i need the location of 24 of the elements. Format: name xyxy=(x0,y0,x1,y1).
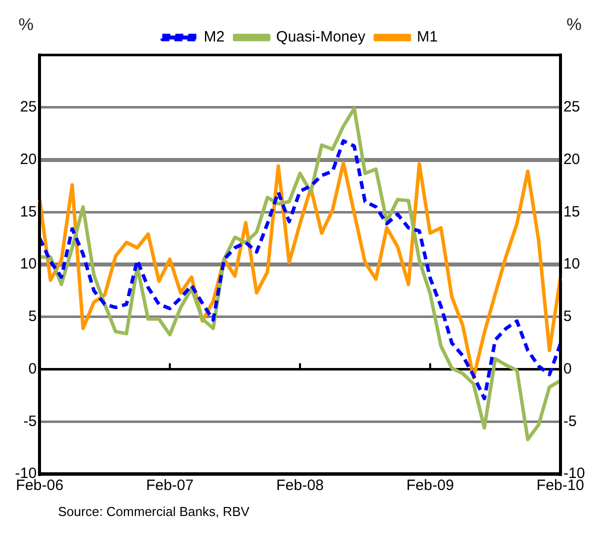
y2-axis-title: % xyxy=(566,15,582,34)
y2-tick-label: 25 xyxy=(563,98,580,116)
y2-tick-label: 10 xyxy=(563,256,580,273)
y2-tick-label: 20 xyxy=(563,150,580,168)
x-tick-label: Feb-07 xyxy=(146,477,194,494)
legend-label: M2 xyxy=(204,28,225,46)
y-tick-label: 10 xyxy=(20,256,37,273)
y-tick-label: 25 xyxy=(20,98,37,116)
y2-tick-label: -5 xyxy=(563,412,577,430)
source-note: Source: Commercial Banks, RBV xyxy=(58,504,250,519)
y2-tick-label: 5 xyxy=(563,308,572,326)
x-tick-label: Feb-09 xyxy=(406,477,454,494)
legend-label: Quasi-Money xyxy=(276,28,366,46)
y-axis-title: % xyxy=(18,15,34,34)
y2-tick-label: 0 xyxy=(563,360,572,378)
y-tick-label: 5 xyxy=(28,308,37,326)
legend-label: M1 xyxy=(416,28,438,46)
y2-tick-label: 15 xyxy=(563,203,580,220)
y-tick-label: 0 xyxy=(28,360,37,378)
y-tick-label: -5 xyxy=(23,412,37,430)
x-tick-label: Feb-08 xyxy=(276,477,324,494)
y-tick-label: 15 xyxy=(20,203,37,220)
line-series xyxy=(38,139,562,400)
y-tick-label: 20 xyxy=(20,150,37,168)
